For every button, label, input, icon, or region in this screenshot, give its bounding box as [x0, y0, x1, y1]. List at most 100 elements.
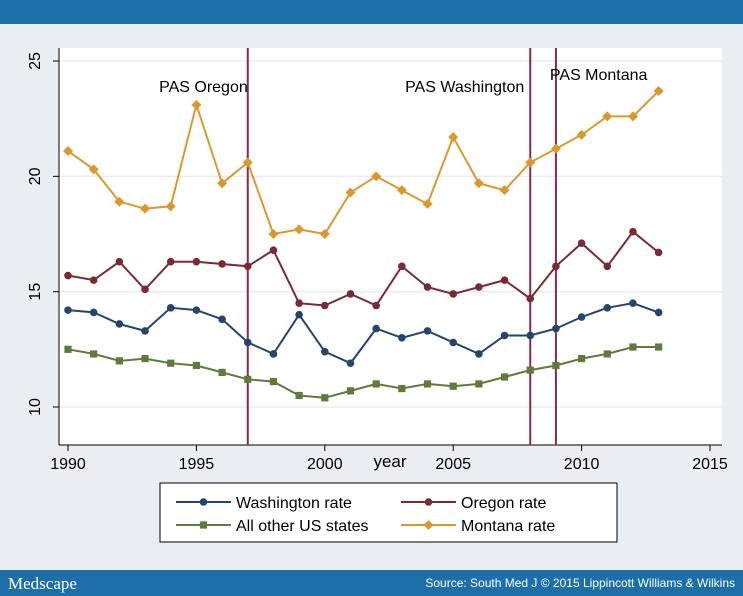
data-point: [346, 290, 355, 298]
source-credit: Source: South Med J © 2015 Lippincott Wi…: [425, 576, 735, 590]
x-tick-label: 2010: [564, 456, 600, 473]
data-point: [88, 164, 99, 175]
data-point: [654, 248, 663, 257]
data-point: [295, 391, 303, 400]
data-point: [269, 378, 278, 386]
data-point: [603, 350, 611, 358]
legend-label: Oregon rate: [461, 495, 546, 512]
data-point: [603, 304, 612, 312]
data-point: [218, 260, 226, 268]
data-point: [141, 327, 149, 335]
series-oregon-rate: [64, 227, 663, 310]
data-point: [396, 185, 407, 196]
data-point: [294, 224, 305, 235]
data-point: [603, 262, 612, 271]
data-point: [166, 304, 175, 312]
data-point: [321, 347, 329, 356]
data-point: [89, 308, 98, 317]
data-point: [526, 331, 535, 340]
data-point: [577, 313, 586, 321]
data-point: [115, 357, 123, 365]
data-point: [321, 301, 329, 310]
data-point: [243, 338, 252, 347]
data-point: [552, 361, 560, 370]
data-point: [627, 111, 638, 122]
data-point: [550, 143, 561, 154]
x-axis-label: year: [373, 452, 406, 471]
data-point: [372, 380, 380, 388]
legend-item: Montana rate: [401, 518, 555, 535]
x-tick-label: 2015: [692, 456, 728, 473]
data-point: [475, 283, 483, 291]
data-point: [242, 157, 253, 168]
x-tick-label: 1995: [179, 456, 215, 473]
data-point: [371, 171, 382, 182]
data-point: [244, 375, 252, 383]
data-point: [552, 262, 560, 271]
data-point: [422, 199, 433, 210]
data-point: [475, 350, 483, 358]
data-point: [141, 354, 149, 363]
data-point: [449, 382, 457, 390]
event-label: PAS Montana: [550, 67, 648, 84]
data-point: [114, 196, 125, 207]
series-montana-rate: [63, 85, 664, 239]
data-point: [218, 315, 226, 324]
data-point: [218, 368, 226, 376]
series-all-other-us-states: [64, 343, 663, 402]
data-point: [89, 276, 98, 284]
data-point: [63, 145, 73, 156]
data-point: [115, 257, 124, 266]
data-point: [346, 359, 355, 367]
data-point: [602, 111, 613, 122]
y-tick-label: 20: [27, 167, 44, 185]
legend-marker: [199, 521, 208, 529]
data-point: [653, 85, 664, 96]
data-point: [398, 334, 406, 342]
legend-marker: [423, 520, 434, 530]
data-point: [165, 201, 176, 212]
data-point: [319, 229, 330, 239]
data-point: [141, 285, 149, 294]
axes: 10 15 20 25 1990 1995 2000 2005 2010 2015: [27, 48, 728, 473]
data-point: [167, 359, 175, 367]
data-point: [475, 380, 483, 388]
data-point: [64, 345, 72, 353]
data-point: [269, 246, 278, 254]
data-point: [372, 301, 380, 310]
top-banner: [0, 0, 743, 24]
data-point: [64, 271, 72, 280]
data-point: [166, 257, 175, 266]
data-point: [576, 129, 587, 140]
data-point: [295, 299, 303, 308]
data-point: [629, 227, 637, 236]
x-tick-label: 2005: [435, 456, 471, 473]
data-point: [372, 324, 380, 333]
data-point: [629, 299, 637, 308]
data-point: [140, 203, 151, 214]
legend-item: All other US states: [176, 518, 369, 535]
legend-marker: [199, 498, 208, 506]
data-point: [295, 310, 303, 319]
y-tick-label: 10: [27, 398, 44, 416]
legend-label: Montana rate: [461, 518, 555, 535]
series-line: [67, 230, 660, 307]
data-point: [423, 380, 432, 388]
series-line: [67, 346, 659, 399]
data-point: [268, 229, 279, 239]
legend-label: All other US states: [236, 518, 369, 535]
data-point: [525, 157, 536, 168]
y-tick-label: 15: [27, 283, 44, 301]
footer-bar: Medscape Source: South Med J © 2015 Lipp…: [0, 570, 743, 596]
data-point: [423, 283, 432, 291]
data-point: [243, 262, 252, 271]
series-layer: [63, 85, 664, 402]
data-point: [192, 306, 201, 314]
data-point: [192, 361, 200, 370]
data-point: [115, 320, 124, 328]
data-point: [449, 338, 458, 347]
data-point: [500, 331, 509, 340]
grid-layer: [59, 60, 722, 408]
medscape-logo[interactable]: Medscape: [8, 574, 77, 593]
data-point: [346, 387, 355, 395]
